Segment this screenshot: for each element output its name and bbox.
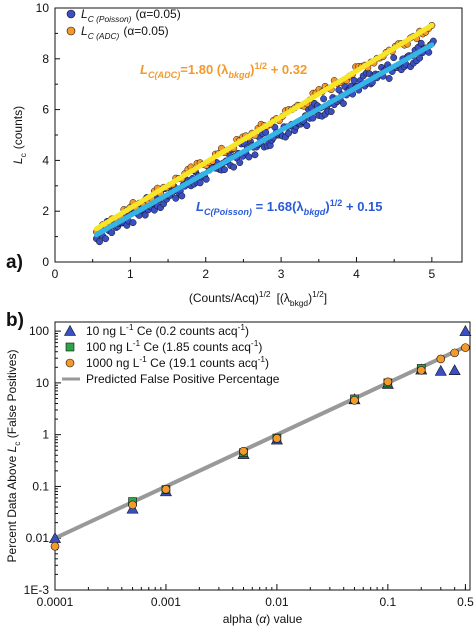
panel-b-label: b) (6, 310, 24, 331)
legend-marker (66, 9, 76, 19)
panel-a-label: a) (6, 252, 23, 273)
circle-point (239, 446, 248, 456)
x-axis-label: (Counts/Acq)1/2 [(λbkgd)1/2] (189, 289, 327, 308)
y-tick-label: 1E-3 (24, 583, 50, 597)
poisson-point (390, 54, 398, 62)
legend-label: 10 ng L-1 Ce (0.2 counts acq-1) (86, 322, 249, 338)
x-tick-label: 0.5 (457, 595, 474, 609)
x-tick-label: 0.0001 (37, 595, 74, 609)
y-tick-label: 10 (36, 1, 50, 15)
x-tick-label: 0.1 (380, 595, 397, 609)
poisson-point (202, 175, 210, 183)
poisson-point (327, 108, 335, 116)
triangle-point (459, 324, 472, 336)
poisson-point (245, 153, 253, 161)
panel-b-points (48, 324, 472, 551)
poisson-point (178, 192, 186, 200)
y-tick-label: 4 (42, 153, 49, 167)
y-tick-label: 8 (42, 52, 49, 66)
legend-marker (65, 342, 75, 352)
triangle-point (434, 364, 447, 376)
y-tick-label: 10 (36, 376, 50, 390)
x-axis-label: alpha (α) value (223, 612, 303, 626)
poisson-point (230, 163, 238, 171)
panel-a: a) 0 1 2 3 4 5 0 2 4 6 8 10 (Counts/Acq)1/2 [(λbkgd)1/… (6, 1, 463, 308)
legend-marker (65, 358, 75, 368)
y-tick-label: 100 (29, 324, 49, 338)
legend-label: Predicted False Positive Percentage (86, 372, 280, 386)
poisson-point (339, 100, 347, 107)
y-tick-label: 0.01 (26, 531, 50, 545)
x-tick-label: 2 (202, 267, 209, 281)
poisson-point (285, 129, 292, 137)
poisson-point (320, 95, 328, 103)
poisson-point (385, 75, 393, 82)
poisson-fit-line (93, 42, 435, 238)
x-tick-label: 4 (353, 267, 360, 281)
x-tick-label: 0 (52, 267, 59, 281)
legend-marker (63, 324, 77, 336)
circle-point (272, 434, 282, 443)
x-tick-label: 3 (278, 267, 285, 281)
poisson-point (196, 179, 204, 187)
poisson-point (236, 159, 244, 167)
panel-b-legend: 10 ng L-1 Ce (0.2 counts acq-1)100 ng L-… (62, 322, 280, 386)
x-tick-label: 5 (429, 267, 436, 281)
poisson-point (96, 238, 103, 246)
poisson-equation: LC(Poisson) = 1.68(λbkgd)1/2 + 0.15 (196, 198, 383, 217)
circle-point (50, 541, 60, 551)
circle-point (450, 348, 459, 358)
poisson-point (102, 235, 110, 243)
legend-label: 1000 ng L-1 Ce (19.1 counts acq-1) (86, 354, 269, 370)
y-tick-label: 0 (42, 255, 49, 269)
adc-equation: LC(ADC)=1.80 (λbkgd)1/2 + 0.32 (140, 61, 307, 80)
panel-b: b) 0.0001 0.001 0.01 0.1 0.5 100 10 1 0.1 0.01 1E-3… (5, 310, 474, 626)
y-axis-label: Percent Data Above Lc (False Positives) (5, 350, 22, 563)
legend-label: 100 ng L-1 Ce (1.85 counts acq-1) (86, 338, 262, 354)
poisson-point (141, 211, 149, 219)
adc-fit-line (93, 22, 435, 232)
poisson-point (129, 219, 137, 227)
panel-b-frame (54, 321, 471, 591)
legend-marker (66, 26, 76, 36)
circle-point (416, 366, 426, 375)
triangle-point (448, 364, 461, 376)
circle-point (461, 343, 470, 352)
y-tick-label: 2 (42, 204, 49, 218)
poisson-point (221, 166, 228, 174)
legend-label: LC (Poisson) (α=0.05) (81, 7, 181, 24)
circle-point (128, 500, 137, 510)
circle-point (350, 396, 359, 405)
poisson-point (108, 229, 116, 237)
y-axis-label: Lc(counts) (11, 106, 28, 164)
predicted-line (54, 344, 467, 541)
y-tick-label: 1 (42, 428, 49, 442)
x-tick-label: 0.001 (151, 595, 181, 609)
poisson-point (417, 39, 425, 47)
y-tick-label: 6 (42, 103, 49, 117)
poisson-point (335, 86, 343, 94)
poisson-point (303, 122, 311, 130)
poisson-point (416, 54, 424, 62)
panel-a-legend: LC (Poisson) (α=0.05)LC (ADC) (α=0.05) (66, 7, 181, 41)
circle-point (383, 377, 393, 387)
x-tick-label: 1 (127, 267, 134, 281)
circle-point (161, 485, 171, 494)
y-tick-label: 0.1 (32, 479, 49, 493)
legend-label: LC (ADC) (α=0.05) (81, 24, 169, 41)
poisson-point (172, 194, 180, 202)
circle-point (436, 354, 446, 364)
poisson-point (251, 151, 259, 159)
x-tick-label: 0.01 (265, 595, 289, 609)
